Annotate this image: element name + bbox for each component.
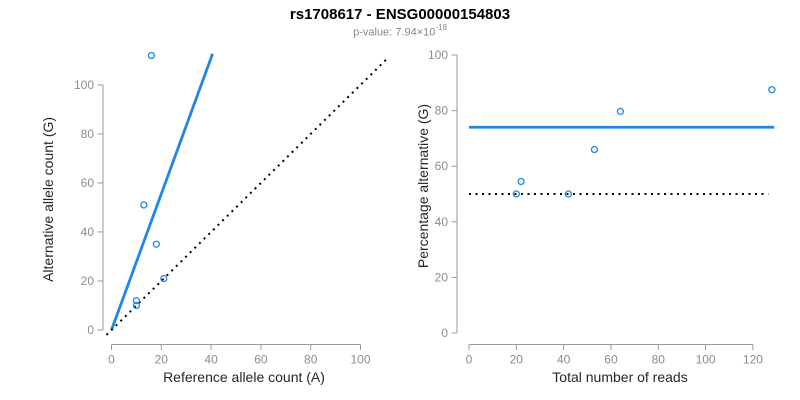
y-tick-label: 20 bbox=[81, 274, 95, 288]
y-axis-title: Percentage alternative (G) bbox=[415, 104, 431, 268]
identity-line bbox=[105, 57, 389, 336]
x-tick-label: 0 bbox=[466, 353, 473, 367]
x-axis-title: Total number of reads bbox=[552, 369, 687, 385]
x-tick-label: 20 bbox=[510, 353, 524, 367]
data-point bbox=[152, 240, 160, 248]
y-tick-label: 80 bbox=[435, 104, 449, 118]
plot-title: rs1708617 - ENSG00000154803 bbox=[289, 6, 511, 23]
y-tick-label: 60 bbox=[81, 176, 95, 190]
data-point bbox=[147, 51, 155, 60]
x-tick-label: 40 bbox=[204, 353, 218, 367]
x-tick-label: 80 bbox=[304, 353, 318, 367]
data-point bbox=[590, 145, 599, 154]
pvalue-mantissa: 7.94×10 bbox=[395, 26, 436, 39]
data-point bbox=[132, 296, 141, 305]
data-point bbox=[512, 190, 520, 198]
y-tick-label: 100 bbox=[428, 48, 448, 62]
y-axis-title: Alternative allele count (G) bbox=[40, 117, 56, 282]
data-point bbox=[140, 201, 148, 209]
percentage-scatter-plot: 0 20 40 60 80 100 0 20 40 60 80 100 120 Total number … bbox=[415, 48, 776, 385]
x-axis-title: Reference allele count (A) bbox=[163, 369, 325, 385]
y-tick-label: 40 bbox=[81, 225, 95, 239]
x-tick-label: 60 bbox=[604, 353, 618, 367]
fit-line bbox=[110, 53, 214, 331]
data-point bbox=[132, 301, 141, 310]
y-tick-label: 0 bbox=[441, 326, 448, 340]
y-tick-label: 100 bbox=[74, 78, 94, 92]
pvalue-prefix: p-value: bbox=[353, 26, 396, 39]
x-tick-label: 60 bbox=[254, 353, 268, 367]
x-tick-label: 0 bbox=[108, 353, 115, 367]
x-tick-label: 100 bbox=[350, 353, 370, 367]
x-tick-label: 120 bbox=[743, 353, 763, 367]
data-point bbox=[564, 190, 573, 198]
y-tick-label: 60 bbox=[435, 159, 449, 173]
plot-subtitle: p-value: 7.94×10-18 bbox=[0, 23, 800, 39]
data-point bbox=[768, 86, 776, 94]
data-point bbox=[616, 107, 625, 116]
x-tick-label: 20 bbox=[155, 353, 169, 367]
allele-count-scatter-plot: 0 20 40 60 80 100 0 20 40 60 80 100 Reference allele… bbox=[40, 51, 389, 385]
x-tick-label: 100 bbox=[696, 353, 716, 367]
data-point bbox=[517, 177, 525, 186]
y-tick-label: 0 bbox=[87, 323, 94, 337]
y-tick-label: 80 bbox=[81, 127, 95, 141]
x-tick-label: 40 bbox=[557, 353, 571, 367]
x-tick-label: 80 bbox=[652, 353, 666, 367]
pvalue-exponent: -18 bbox=[435, 23, 447, 32]
y-tick-label: 20 bbox=[435, 270, 449, 284]
data-point bbox=[160, 274, 168, 283]
y-tick-label: 40 bbox=[435, 215, 449, 229]
